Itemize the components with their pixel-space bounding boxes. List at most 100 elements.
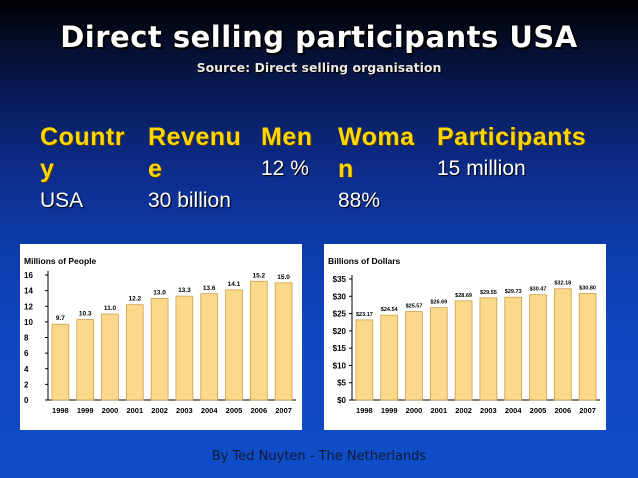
y-tick-label: 16 [24, 271, 33, 280]
chart-title: Billions of Dollars [328, 256, 401, 266]
x-tick-label-1999: 1999 [381, 406, 398, 415]
y-tick-label: $10 [333, 361, 347, 370]
value-men: 12 % [261, 157, 309, 180]
bar-2004 [504, 296, 523, 401]
value-country: USA [40, 189, 84, 212]
bar-2004 [200, 293, 219, 401]
bar-2006 [249, 280, 268, 401]
x-tick-label-2001: 2001 [430, 406, 447, 415]
bar-1998 [355, 319, 374, 401]
bar-2006 [553, 288, 572, 401]
x-tick-label-1998: 1998 [356, 406, 373, 415]
y-tick-label: $20 [333, 327, 347, 336]
x-tick-label-2007: 2007 [579, 406, 596, 415]
data-label-2002: $28.69 [455, 293, 472, 299]
y-tick-label: $5 [337, 379, 346, 388]
data-label-1998: $23.17 [356, 312, 373, 318]
data-label-2006: $32.18 [554, 281, 571, 287]
x-tick-label-1998: 1998 [52, 406, 69, 415]
bar-2003 [479, 297, 498, 401]
y-tick-label: 2 [24, 380, 29, 389]
data-label-1999: 10.3 [79, 311, 92, 318]
x-tick-label-2003: 2003 [480, 406, 497, 415]
data-label-2005: 14.1 [228, 281, 241, 288]
data-label-2003: 13.3 [178, 287, 191, 294]
data-label-2004: $29.73 [505, 289, 522, 295]
slide-subtitle: Source: Direct selling organisation [196, 60, 442, 75]
x-tick-label-1999: 1999 [77, 406, 94, 415]
data-label-1999: $24.54 [381, 307, 399, 313]
value-revenue: 30 billion [148, 189, 231, 212]
column-woman: Woma n 88% [338, 121, 415, 213]
x-tick-label-2006: 2006 [554, 406, 571, 415]
data-label-2002: 13.0 [153, 289, 166, 296]
y-tick-label: 8 [24, 334, 29, 343]
data-label-2001: $26.69 [430, 300, 447, 306]
chart-millions-of-people: Millions of People 0 2 4 6 8 10 12 14 16 9.7 1998 10… [20, 244, 302, 430]
bar-2001 [429, 307, 448, 401]
x-tick-label-2005: 2005 [530, 406, 547, 415]
data-label-2005: $30.47 [530, 287, 547, 293]
data-label-1998: 9.7 [56, 315, 65, 322]
header-participants: Participants [437, 123, 587, 151]
header-revenue: Revenu e [148, 123, 242, 183]
bar-2003 [175, 295, 194, 401]
y-tick-label: 6 [24, 349, 29, 358]
bar-2000 [405, 311, 423, 401]
y-tick-label: $25 [333, 310, 347, 319]
x-tick-label-2000: 2000 [102, 406, 119, 415]
bar-2002 [454, 300, 473, 401]
column-revenue: Revenu e 30 billion [148, 121, 241, 213]
data-label-2007: 15.0 [277, 274, 290, 281]
chart-people-svg: Millions of People 0 2 4 6 8 10 12 14 16 9.7 1998 10… [24, 256, 296, 415]
data-label-2007: $30.80 [579, 286, 596, 292]
x-tick-label-2004: 2004 [505, 406, 523, 415]
x-tick-label-2006: 2006 [250, 406, 267, 415]
slide-title: Direct selling participants USA [60, 20, 578, 54]
value-participants: 15 million [437, 157, 526, 180]
column-men: Men 12 % [261, 121, 313, 181]
bar-2001 [125, 304, 144, 401]
data-label-2003: $29.55 [480, 290, 497, 296]
x-tick-label-2002: 2002 [455, 406, 472, 415]
bar-2005 [529, 294, 547, 401]
data-label-2001: 12.2 [128, 296, 141, 303]
y-tick-label: 12 [24, 302, 33, 311]
data-label-2000: $25.57 [406, 304, 423, 310]
y-tick-label: 10 [24, 318, 33, 327]
data-label-2004: 13.6 [203, 285, 216, 292]
y-tick-label: $30 [333, 292, 347, 301]
y-tick-label: $15 [333, 344, 347, 353]
y-tick-label: $35 [333, 275, 347, 284]
data-label-2000: 11.0 [104, 305, 117, 312]
column-country: Countr y USA [40, 121, 125, 213]
bar-1999 [76, 319, 95, 401]
x-tick-label-2001: 2001 [126, 406, 143, 415]
bar-2002 [150, 298, 169, 401]
value-woman: 88% [338, 189, 381, 212]
bar-2000 [101, 313, 119, 401]
y-tick-label: $0 [337, 396, 346, 405]
bar-1998 [51, 323, 70, 401]
y-tick-label: 4 [24, 365, 29, 374]
chart-billions-of-dollars: Billions of Dollars $0 $5 $10 $15 $20 $25 $30 $3… [324, 244, 606, 430]
chart-title: Millions of People [24, 256, 97, 266]
header-men: Men [261, 123, 313, 151]
bar-2007 [274, 282, 293, 401]
header-country: Countr y [40, 123, 125, 183]
header-woman: Woma n [338, 123, 415, 183]
x-tick-label-2005: 2005 [226, 406, 243, 415]
x-tick-label-2000: 2000 [406, 406, 423, 415]
x-tick-label-2004: 2004 [201, 406, 219, 415]
x-tick-label-2002: 2002 [151, 406, 168, 415]
y-tick-label: 0 [24, 396, 29, 405]
data-label-2006: 15.2 [252, 272, 265, 279]
footer-credit: By Ted Nuyten - The Netherlands [211, 449, 427, 464]
y-tick-label: 14 [24, 287, 33, 296]
x-tick-label-2003: 2003 [176, 406, 193, 415]
bar-1999 [380, 314, 399, 401]
x-tick-label-2007: 2007 [275, 406, 292, 415]
chart-dollars-svg: Billions of Dollars $0 $5 $10 $15 $20 $25 $30 $3… [328, 256, 600, 415]
bar-2007 [578, 293, 597, 401]
bar-2005 [225, 289, 243, 401]
